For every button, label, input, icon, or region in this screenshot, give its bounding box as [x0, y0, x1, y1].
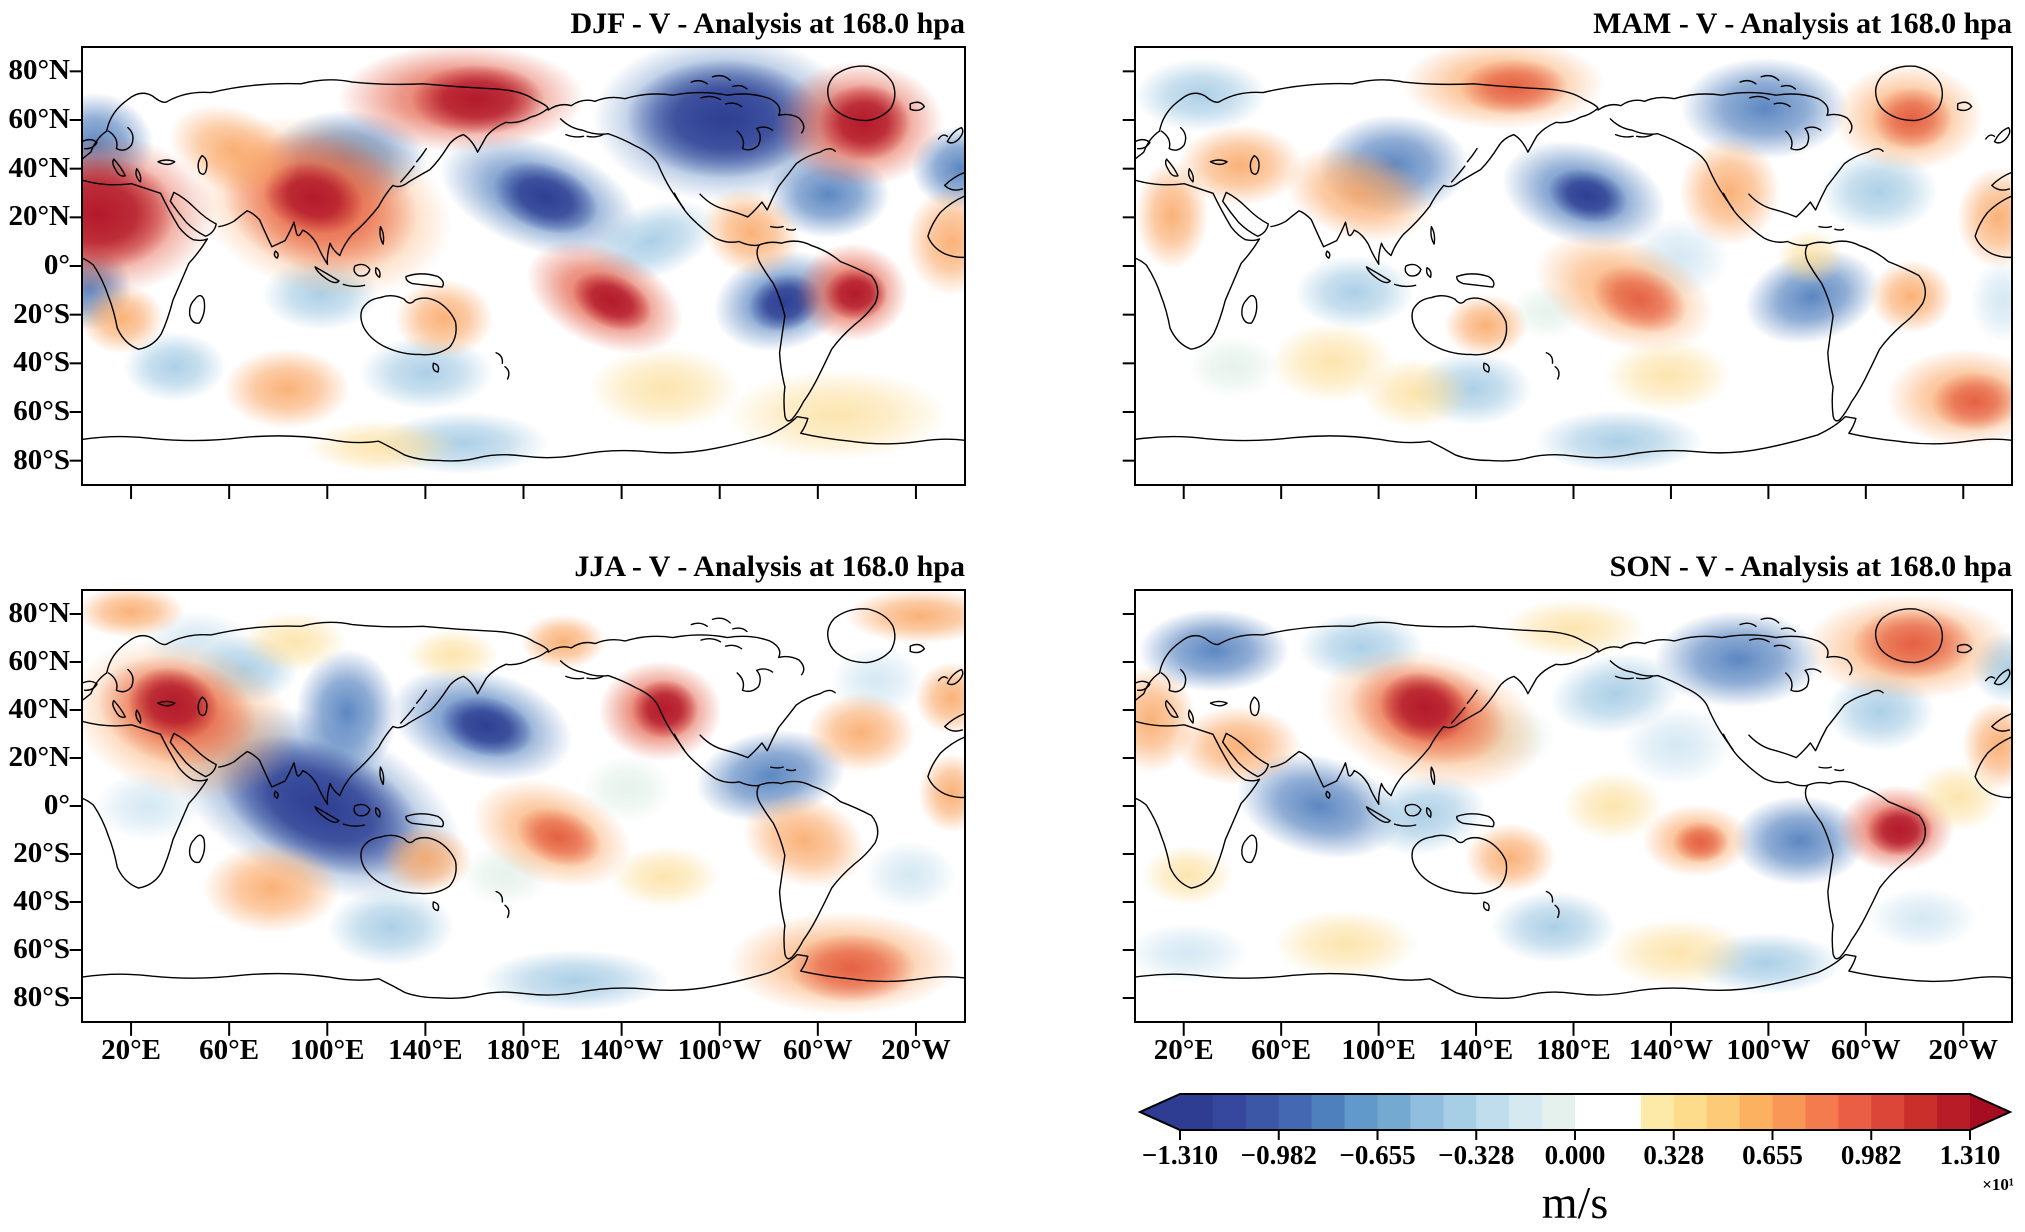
- y-tick-label: 0°: [43, 248, 70, 281]
- colorbar: −1.310 −0.982 −0.655 −0.328 0.000 0.328 0.655 0…: [1137, 1092, 2014, 1232]
- y-tick-label: 60°S: [13, 394, 70, 427]
- colorbar-tick-label: 0.655: [1742, 1140, 1803, 1170]
- y-tick-label: 20°S: [13, 297, 70, 330]
- x-tick-label: 20°E: [101, 1034, 162, 1066]
- y-tick-label: 60°N: [8, 102, 70, 135]
- y-tick-label: 20°N: [8, 200, 70, 233]
- colorbar-tick-labels: −1.310 −0.982 −0.655 −0.328 0.000 0.328 0.655 0…: [1140, 1092, 2010, 1232]
- x-tick-label: 100°E: [290, 1034, 365, 1066]
- panel-jja: JJA - V - Analysis at 168.0 hpa 80°N 60°N…: [8, 552, 965, 1065]
- y-tick-label: 80°N: [8, 596, 70, 629]
- axis-ticks: [1123, 614, 1964, 1036]
- panel-title-mam: MAM - V - Analysis at 168.0 hpa: [1593, 7, 2012, 40]
- colorbar-tick-label: 1.310: [1939, 1140, 2001, 1170]
- y-tick-label: 40°N: [8, 151, 70, 184]
- x-tick-label: 60°W: [783, 1034, 853, 1066]
- colorbar-exponent: ×10¹: [1982, 1175, 2014, 1194]
- x-tick-label: 20°E: [1153, 1034, 1214, 1066]
- axis-ticks: [70, 71, 916, 499]
- map-son: [1135, 590, 2012, 1022]
- axis-ticks: [70, 614, 916, 1036]
- colorbar-tick-label: −0.982: [1240, 1140, 1317, 1170]
- axis-ticks: [1123, 71, 1964, 499]
- panel-mam: MAM - V - Analysis at 168.0 hpa: [1135, 9, 2012, 485]
- x-tick-label: 180°E: [486, 1034, 561, 1066]
- y-tick-label: 80°S: [13, 980, 70, 1013]
- y-tick-label: 40°N: [8, 692, 70, 725]
- y-tick-label: 60°N: [8, 644, 70, 677]
- panel-title-djf: DJF - V - Analysis at 168.0 hpa: [570, 7, 965, 40]
- x-tick-label: 100°W: [1726, 1034, 1811, 1066]
- y-tick-label: 20°S: [13, 836, 70, 869]
- colorbar-tick-label: −0.655: [1339, 1140, 1416, 1170]
- colorbar-tick-label: 0.328: [1643, 1140, 1705, 1170]
- x-tick-label: 100°W: [677, 1034, 762, 1066]
- x-tick-label: 60°E: [199, 1034, 260, 1066]
- map-mam: [1135, 47, 2012, 485]
- x-tick-label: 140°W: [579, 1034, 664, 1066]
- y-tick-label: 40°S: [13, 346, 70, 379]
- colorbar-gradient: [1137, 1093, 2013, 1140]
- x-tick-label: 180°E: [1536, 1034, 1611, 1066]
- map-jja: [82, 590, 965, 1022]
- colorbar-tick-label: 0.982: [1840, 1140, 1902, 1170]
- y-tick-label: 60°S: [13, 932, 70, 965]
- y-tick-label: 80°S: [13, 443, 70, 476]
- colorbar-tick-label: −1.310: [1141, 1140, 1219, 1170]
- y-tick-label: 0°: [43, 788, 70, 821]
- x-tick-label: 20°W: [1928, 1034, 1999, 1066]
- x-tick-label: 60°E: [1251, 1034, 1312, 1066]
- x-tick-label: 140°W: [1628, 1034, 1713, 1066]
- panel-title-son: SON - V - Analysis at 168.0 hpa: [1609, 550, 2012, 583]
- x-tick-label: 20°W: [881, 1034, 951, 1066]
- colorbar-units-label: m/s: [1541, 1177, 1609, 1228]
- anomaly-field: [1135, 47, 2012, 473]
- x-tick-label: 100°E: [1341, 1034, 1416, 1066]
- colorbar-tick-label: −0.328: [1438, 1140, 1515, 1170]
- x-tick-label: 140°E: [1438, 1034, 1514, 1066]
- x-tick-label: 60°W: [1831, 1034, 1901, 1066]
- panel-son: SON - V - Analysis at 168.0 hpa 20°E 60°E…: [1135, 552, 2012, 1065]
- colorbar-tick-label: 0.000: [1544, 1140, 1606, 1170]
- map-djf: [82, 47, 965, 485]
- y-tick-label: 80°N: [8, 54, 70, 87]
- anomaly-field: [82, 47, 965, 475]
- panel-title-jja: JJA - V - Analysis at 168.0 hpa: [574, 550, 965, 583]
- y-tick-label: 20°N: [8, 740, 70, 773]
- panel-djf: DJF - V - Analysis at 168.0 hpa 80°N 60°N…: [8, 9, 965, 485]
- y-tick-label: 40°S: [13, 884, 70, 917]
- anomaly-field: [1135, 593, 2012, 995]
- x-tick-label: 140°E: [388, 1034, 463, 1066]
